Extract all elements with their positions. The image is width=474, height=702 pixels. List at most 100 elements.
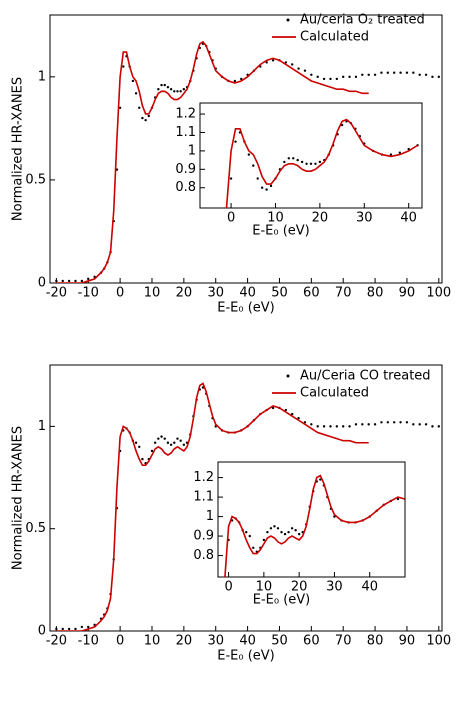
data-point — [424, 73, 428, 76]
data-point — [256, 177, 259, 180]
data-point — [118, 106, 122, 109]
y-tick-label: 0.8 — [193, 548, 214, 563]
data-point — [173, 441, 176, 444]
plot-frame — [49, 14, 443, 284]
data-point — [234, 140, 237, 143]
data-point — [367, 423, 370, 426]
y-tick-label: 1 — [206, 509, 214, 524]
data-point — [399, 421, 402, 424]
data-point — [405, 71, 409, 74]
x-tick-label: -20 — [46, 634, 67, 649]
data-point — [271, 406, 275, 410]
data-point — [134, 92, 138, 95]
data-point — [80, 625, 84, 629]
data-point — [335, 425, 339, 428]
data-point — [287, 530, 290, 534]
y-tick-label: 0.5 — [25, 521, 46, 536]
plot-area — [55, 40, 441, 283]
series-line — [225, 118, 418, 208]
data-point — [354, 423, 358, 426]
x-tick-label: 30 — [207, 634, 224, 649]
data-point — [262, 538, 266, 542]
y-axis-label: Normalized HR-XANES — [11, 426, 26, 570]
data-point — [389, 153, 393, 156]
data-point — [297, 532, 301, 536]
data-point — [67, 279, 71, 283]
x-axis-label: E-E₀ (eV) — [217, 301, 275, 316]
data-point — [240, 77, 243, 81]
data-point — [221, 279, 223, 281]
x-tick-label: 60 — [303, 634, 320, 649]
data-point — [348, 75, 351, 79]
data-point — [245, 530, 248, 534]
data-point — [271, 59, 275, 62]
data-point — [431, 75, 434, 79]
data-point — [373, 73, 377, 76]
data-point — [396, 497, 400, 501]
data-point — [269, 184, 273, 188]
data-point — [153, 441, 157, 444]
data-point — [61, 627, 64, 631]
x-tick-label: 70 — [335, 286, 352, 301]
x-tick-label: 40 — [239, 286, 256, 301]
data-point — [348, 425, 351, 428]
data-point — [290, 527, 294, 530]
data-point — [296, 158, 299, 162]
data-point — [176, 90, 179, 93]
y-tick-label: 0 — [38, 624, 46, 639]
data-point — [179, 439, 182, 442]
data-point — [418, 73, 421, 76]
data-point — [157, 437, 160, 440]
data-point — [265, 61, 268, 64]
x-tick-label: 60 — [303, 286, 320, 301]
data-point — [431, 425, 434, 428]
data-point — [252, 546, 255, 549]
data-point — [138, 445, 141, 449]
data-point — [141, 457, 144, 461]
x-tick-label: 10 — [267, 211, 284, 226]
plot-area — [212, 118, 419, 317]
y-axis-label: Normalized HR-XANES — [11, 77, 26, 221]
data-point — [169, 88, 173, 91]
y-tick-label: 0.8 — [175, 180, 196, 195]
legend-label: Calculated — [300, 30, 369, 45]
data-point — [424, 423, 428, 426]
data-point — [269, 527, 273, 530]
data-point — [160, 83, 163, 87]
data-point — [418, 423, 421, 426]
data-point — [67, 627, 71, 631]
data-point — [316, 425, 319, 428]
x-tick-label: 30 — [356, 211, 373, 226]
x-tick-label: -20 — [46, 286, 67, 301]
y-tick-label: 1 — [38, 419, 46, 434]
x-tick-label: 100 — [426, 634, 451, 649]
legend-label: Au/Ceria CO treated — [300, 369, 431, 384]
data-point — [273, 525, 276, 528]
data-point — [309, 162, 313, 165]
x-tick-label: 20 — [312, 211, 329, 226]
data-point — [294, 529, 297, 532]
data-point — [297, 417, 300, 420]
data-point — [80, 279, 84, 283]
data-point — [166, 85, 170, 89]
x-tick-label: 80 — [367, 286, 384, 301]
data-point — [412, 423, 415, 426]
data-point — [322, 425, 326, 428]
data-point — [303, 421, 307, 424]
data-point — [392, 71, 396, 74]
x-tick-label: -10 — [78, 634, 99, 649]
data-point — [182, 88, 186, 91]
y-tick-label: 0.5 — [25, 172, 46, 187]
data-point — [276, 527, 280, 530]
data-point — [292, 157, 295, 160]
data-point — [280, 530, 283, 534]
data-point — [212, 315, 214, 317]
data-point — [163, 437, 166, 440]
data-point — [318, 160, 322, 164]
y-tick-label: 0.9 — [175, 162, 196, 177]
data-point — [287, 157, 290, 160]
data-point — [392, 421, 396, 424]
y-tick-label: 1.1 — [193, 490, 214, 505]
x-tick-label: 0 — [116, 286, 124, 301]
